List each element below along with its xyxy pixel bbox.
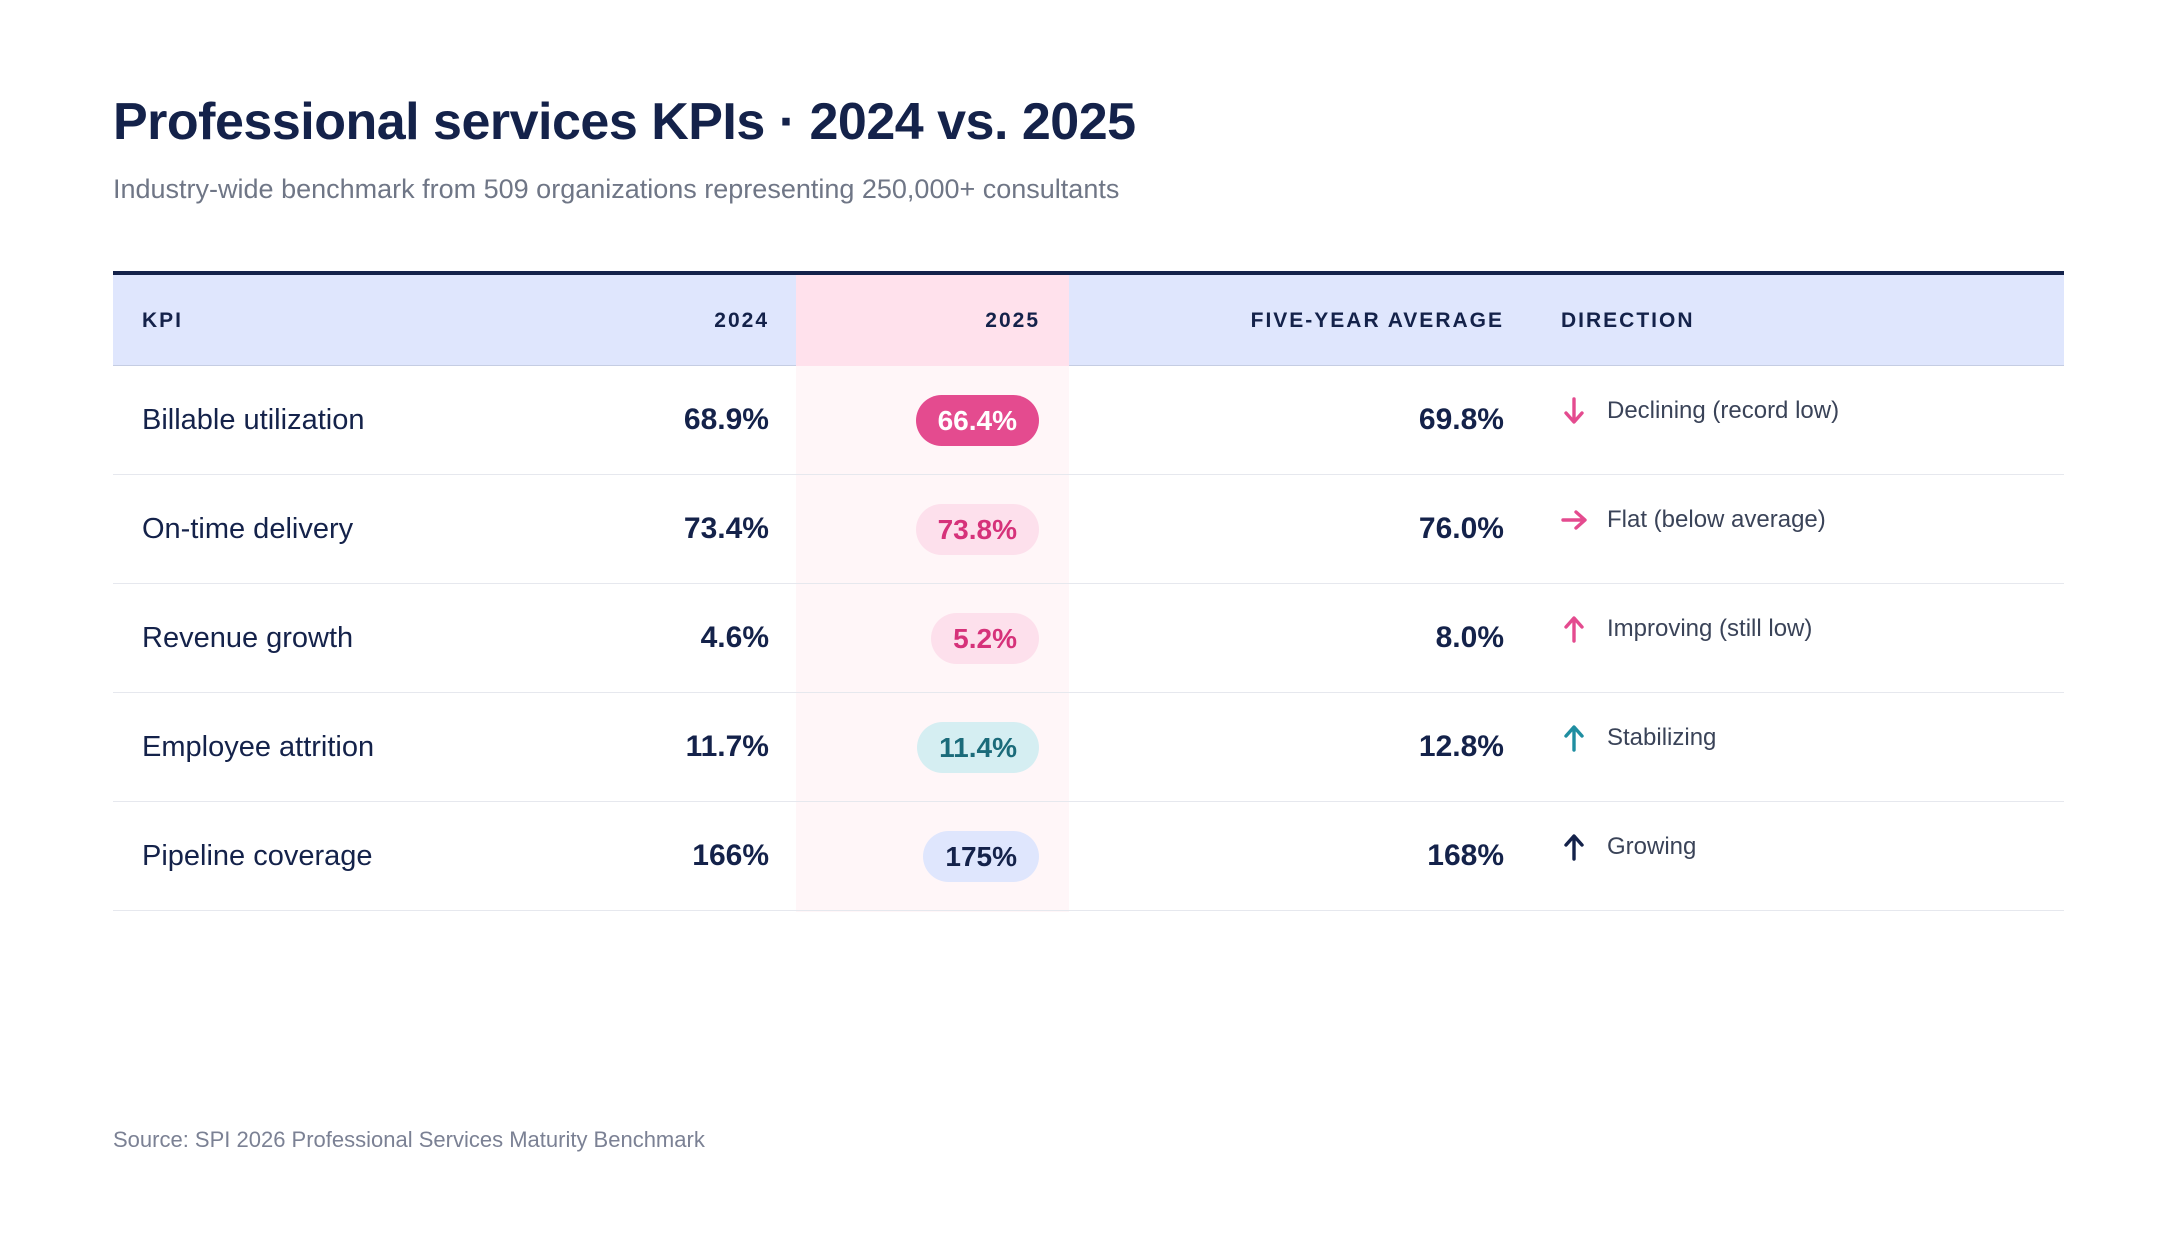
direction-cell: Declining (record low) [1561, 396, 1839, 426]
value-2024: 11.7% [685, 730, 769, 763]
value-2024: 68.9% [683, 403, 769, 436]
direction-label: Growing [1607, 833, 1697, 860]
table-row-5: Pipeline coverage 166% 175% 168% Growing [113, 802, 2064, 911]
value-2025-cell: 73.8% [915, 503, 1039, 555]
value-five-year-average: 12.8% [1418, 730, 1504, 763]
table-row-3: Revenue growth 4.6% 5.2% 8.0% Improving … [113, 584, 2064, 693]
value-five-year-average: 8.0% [1435, 621, 1504, 654]
direction-label: Flat (below average) [1607, 506, 1826, 533]
value-five-year-average: 69.8% [1418, 403, 1504, 436]
direction-cell: Flat (below average) [1561, 505, 1826, 535]
header-direction: DIRECTION [1561, 308, 1695, 332]
highlight-column-2025 [796, 275, 1069, 912]
direction-label: Stabilizing [1607, 724, 1717, 751]
value-2025-pill: 5.2% [931, 612, 1039, 664]
direction-label: Improving (still low) [1607, 615, 1813, 642]
arrow-down-icon [1564, 397, 1584, 424]
direction-cell: Growing [1561, 832, 1696, 862]
value-2025-pill: 11.4% [917, 721, 1039, 773]
direction-label: Declining (record low) [1607, 397, 1840, 424]
value-2024: 166% [692, 839, 769, 872]
value-2024: 73.4% [683, 512, 769, 545]
direction-cell: Stabilizing [1561, 723, 1716, 753]
table-row-2: On-time delivery 73.4% 73.8% 76.0% Flat … [113, 475, 2064, 584]
kpi-table: KPI 2024 2025 FIVE-YEAR AVERAGE DIRECTIO… [113, 271, 2064, 912]
header-2025: 2025 [796, 275, 1069, 366]
value-2025-pill: 66.4% [915, 394, 1039, 446]
value-2024: 4.6% [700, 621, 769, 654]
value-2025-cell: 175% [923, 830, 1039, 882]
value-2025-cell: 5.2% [931, 612, 1039, 664]
kpi-name: Pipeline coverage [142, 839, 373, 872]
arrow-up-icon [1564, 616, 1584, 643]
value-five-year-average: 76.0% [1418, 512, 1504, 545]
arrow-up-icon [1564, 725, 1584, 752]
table-row-1: Billable utilization 68.9% 66.4% 69.8% D… [113, 366, 2064, 475]
value-2025-cell: 11.4% [917, 721, 1039, 773]
value-2025-cell: 66.4% [915, 394, 1039, 446]
value-2025-pill: 73.8% [915, 503, 1039, 555]
direction-cell: Improving (still low) [1561, 614, 1812, 644]
arrow-right-icon [1561, 510, 1587, 530]
table-row-4: Employee attrition 11.7% 11.4% 12.8% Sta… [113, 693, 2064, 802]
value-five-year-average: 168% [1427, 839, 1504, 872]
kpi-name: Employee attrition [142, 730, 375, 763]
kpi-name: Billable utilization [142, 403, 365, 436]
kpi-name: Revenue growth [142, 621, 354, 654]
table-header-row: KPI 2024 2025 FIVE-YEAR AVERAGE DIRECTIO… [113, 275, 2064, 366]
kpi-name: On-time delivery [142, 512, 354, 545]
header-kpi: KPI [142, 308, 184, 332]
value-2025-pill: 175% [923, 830, 1039, 882]
header-2024: 2024 [714, 308, 769, 332]
arrow-up-icon [1564, 834, 1584, 861]
header-five-year-average: FIVE-YEAR AVERAGE [1250, 308, 1504, 332]
source-note: Source: SPI 2026 Professional Services M… [113, 1127, 705, 1152]
page-subtitle: Industry-wide benchmark from 509 organiz… [113, 174, 1120, 204]
page-title: Professional services KPIs · 2024 vs. 20… [113, 93, 1136, 151]
